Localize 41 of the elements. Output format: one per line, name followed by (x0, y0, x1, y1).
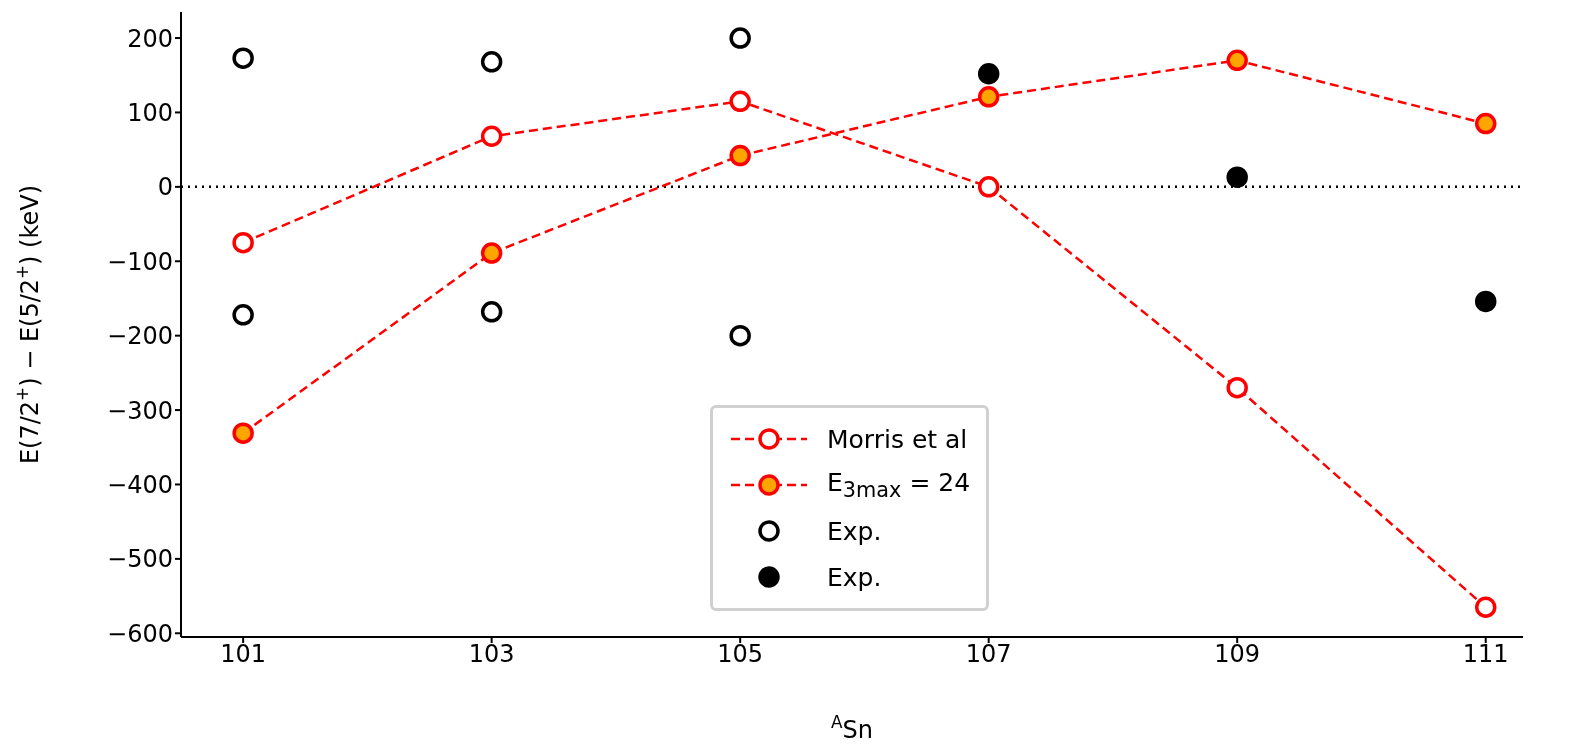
legend-label: E$_{3max}$ = 24 (827, 468, 971, 502)
y-tick-label: −300 (107, 396, 173, 425)
x-tick-label: 107 (965, 640, 1012, 669)
point (729, 90, 751, 113)
point (480, 242, 503, 264)
point (232, 304, 254, 326)
legend-label: Exp. (827, 562, 882, 592)
point (232, 47, 254, 69)
point (480, 125, 503, 148)
point (480, 51, 503, 73)
point (1226, 376, 1248, 399)
y-tick-label: −100 (107, 247, 173, 276)
point (232, 422, 254, 444)
y-tick-label: −600 (107, 619, 173, 648)
point (232, 231, 254, 254)
y-tick-label: 0 (157, 173, 173, 202)
legend-label: Morris et al (827, 424, 968, 454)
point (480, 301, 503, 323)
point (729, 324, 751, 347)
x-tick-label: 103 (468, 640, 515, 669)
point (977, 86, 1000, 108)
y-tick-label: −500 (107, 545, 173, 574)
x-axis-title: $^{A}$Sn (831, 712, 873, 744)
point (1226, 166, 1248, 188)
point (1226, 49, 1248, 72)
y-tick-label: −400 (107, 470, 173, 499)
y-tick-label: 200 (127, 24, 173, 53)
y-tick-label: −200 (107, 322, 173, 351)
point (729, 27, 751, 49)
legend-label: Exp. (827, 516, 882, 546)
point (977, 63, 1000, 85)
point (729, 144, 751, 167)
x-tick-label: 111 (1462, 640, 1509, 669)
x-tick-label: 105 (717, 640, 764, 669)
y-tick-label: 100 (127, 98, 173, 127)
x-tick-label: 101 (220, 640, 267, 669)
point (1474, 112, 1497, 135)
point (977, 176, 1000, 198)
point (1474, 596, 1497, 618)
point (1474, 290, 1497, 313)
x-tick-label: 109 (1214, 640, 1261, 669)
